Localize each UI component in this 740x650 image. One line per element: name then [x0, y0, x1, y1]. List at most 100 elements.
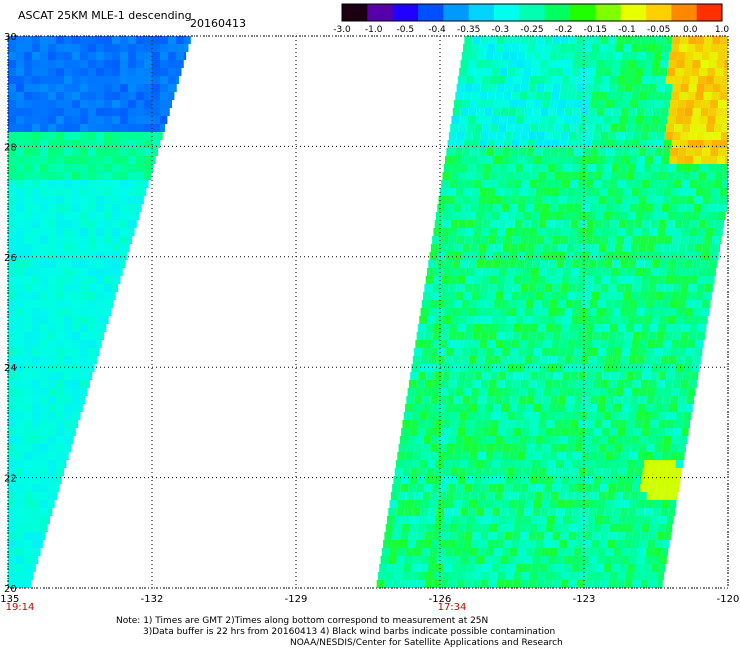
swath-cell — [636, 60, 645, 68]
swath-cell — [120, 236, 128, 244]
swath-cell — [577, 276, 586, 284]
swath-cell — [604, 308, 613, 316]
swath-cell — [514, 516, 523, 524]
swath-cell — [420, 308, 429, 316]
swath-cell — [453, 548, 462, 556]
swath-cell — [32, 316, 40, 324]
swath-cell — [96, 244, 104, 252]
swath-cell — [463, 436, 472, 444]
swath-cell — [152, 76, 160, 84]
swath-cell — [96, 180, 104, 188]
swath-cell — [519, 140, 528, 148]
swath-cell — [614, 492, 623, 500]
swath-cell — [491, 212, 500, 220]
swath-cell — [522, 268, 531, 276]
swath-cell — [502, 444, 511, 452]
swath-cell — [622, 444, 631, 452]
swath-cell — [136, 156, 144, 164]
swath-cell — [152, 52, 160, 60]
swath-cell — [152, 132, 160, 140]
swath-cell — [638, 148, 647, 156]
swath-cell — [703, 140, 712, 148]
swath-cell — [112, 132, 120, 140]
swath-cell — [714, 172, 723, 180]
swath-cell — [450, 172, 459, 180]
swath-cell — [533, 156, 542, 164]
swath-cell — [88, 340, 96, 348]
swath-cell — [518, 348, 527, 356]
swath-cell — [637, 500, 646, 508]
swath-cell — [567, 340, 576, 348]
swath-cell — [546, 420, 555, 428]
swath-cell — [569, 76, 578, 84]
swath-cell — [492, 60, 501, 68]
swath-cell — [610, 420, 619, 428]
swath-cell — [24, 396, 32, 404]
swath-cell — [631, 292, 640, 300]
swath-cell — [672, 332, 681, 340]
swath-cell — [72, 196, 80, 204]
swath-cell — [606, 148, 615, 156]
swath-cell — [558, 396, 567, 404]
swath-cell — [600, 284, 609, 292]
swath-cell — [581, 204, 590, 212]
swath-cell — [649, 428, 658, 436]
swath-cell — [690, 220, 699, 228]
swath-cell — [518, 244, 527, 252]
swath-cell — [443, 564, 452, 572]
swath-cell — [686, 100, 695, 108]
swath-cell — [40, 332, 48, 340]
swath-cell — [562, 172, 571, 180]
swath-cell — [120, 260, 126, 268]
swath-cell — [413, 500, 422, 508]
swath-cell — [675, 316, 684, 324]
swath-cell — [611, 164, 620, 172]
swath-cell — [530, 372, 539, 380]
swath-cell — [425, 476, 434, 484]
swath-cell — [481, 428, 490, 436]
swath-cell — [643, 564, 652, 572]
swath-cell — [398, 492, 407, 500]
swath-cell — [56, 252, 64, 260]
swath-cell — [8, 140, 16, 148]
swath-cell — [542, 244, 551, 252]
swath-cell — [458, 468, 467, 476]
swath-cell — [32, 444, 40, 452]
swath-cell — [503, 92, 512, 100]
swath-cell — [72, 300, 80, 308]
swath-cell — [88, 164, 96, 172]
swath-cell — [572, 556, 581, 564]
swath-cell — [633, 324, 642, 332]
swath-cell — [626, 268, 635, 276]
swath-cell — [573, 252, 582, 260]
swath-cell — [152, 84, 160, 92]
swath-cell — [557, 52, 566, 60]
swath-cell — [517, 52, 526, 60]
swath-cell — [477, 452, 486, 460]
swath-cell — [469, 252, 478, 260]
swath-cell — [619, 564, 628, 572]
swath-cell — [535, 92, 544, 100]
swath-cell — [621, 500, 630, 508]
swath-cell — [673, 180, 682, 188]
swath-cell — [534, 444, 543, 452]
swath-cell — [634, 268, 643, 276]
swath-cell — [693, 156, 702, 164]
swath-cell — [405, 500, 414, 508]
swath-cell — [459, 364, 468, 372]
swath-cell — [40, 388, 48, 396]
swath-cell — [508, 60, 517, 68]
swath-cell — [557, 452, 566, 460]
swath-cell — [507, 564, 516, 572]
swath-cell — [655, 340, 664, 348]
swath-cell — [615, 188, 624, 196]
swath-cell — [710, 196, 719, 204]
swath-cell — [32, 476, 40, 484]
swath-cell — [128, 196, 136, 204]
swath-cell — [607, 540, 616, 548]
swath-cell — [8, 212, 16, 220]
swath-cell — [684, 260, 693, 268]
swath-cell — [666, 124, 675, 132]
swath-cell — [24, 444, 32, 452]
swath-cell — [647, 292, 656, 300]
